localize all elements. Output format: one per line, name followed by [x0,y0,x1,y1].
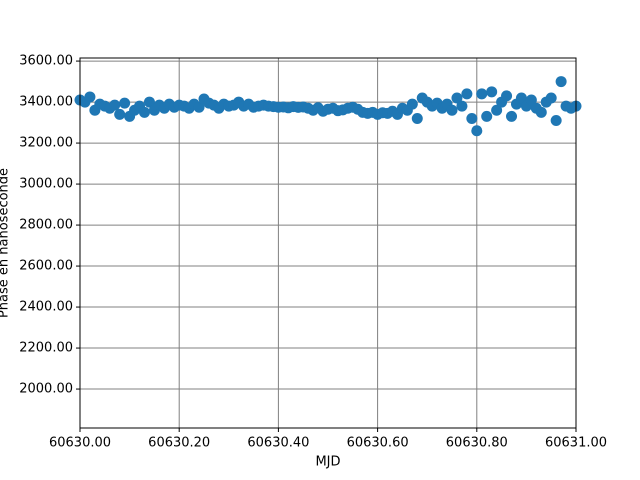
x-tick-label: 60630.40 [247,436,309,451]
data-point [525,94,537,106]
data-point [535,106,547,118]
data-point [501,90,513,102]
data-point [109,99,121,111]
y-tick-label: 2200.00 [19,341,73,356]
y-axis-label: Phase en nanoseconde [0,168,12,318]
data-point [406,98,418,110]
data-point [114,108,126,120]
y-tick-label: 3200.00 [19,136,73,151]
data-point [515,92,527,104]
y-tick-label: 3400.00 [19,95,73,110]
y-tick-label: 2800.00 [19,218,73,233]
data-point [550,115,562,127]
y-tick-label: 2400.00 [19,300,73,315]
data-point [411,112,423,124]
x-tick-label: 60631.00 [545,436,607,451]
data-point [456,100,468,112]
data-point [545,92,557,104]
data-point [555,76,567,88]
plot-frame [79,57,577,429]
x-tick-label: 60630.80 [446,436,508,451]
y-tick-label: 3600.00 [19,54,73,69]
data-point [491,104,503,116]
data-point [486,86,498,98]
x-tick-label: 60630.00 [49,436,111,451]
data-point [143,96,155,108]
data-point [446,104,458,116]
x-axis-label: MJD [315,455,340,470]
x-tick-label: 60630.60 [347,436,409,451]
data-point [481,110,493,122]
data-point [471,125,483,137]
data-point [451,92,463,104]
y-tick-label: 2600.00 [19,259,73,274]
data-point [476,88,488,100]
y-tick-label: 2000.00 [19,382,73,397]
data-point [506,110,518,122]
data-point [193,101,205,113]
data-point [84,91,96,103]
data-point [138,106,150,118]
data-point [461,88,473,100]
x-tick-label: 60630.20 [148,436,210,451]
y-tick-label: 3000.00 [19,177,73,192]
data-point [466,112,478,124]
data-point [119,97,131,109]
